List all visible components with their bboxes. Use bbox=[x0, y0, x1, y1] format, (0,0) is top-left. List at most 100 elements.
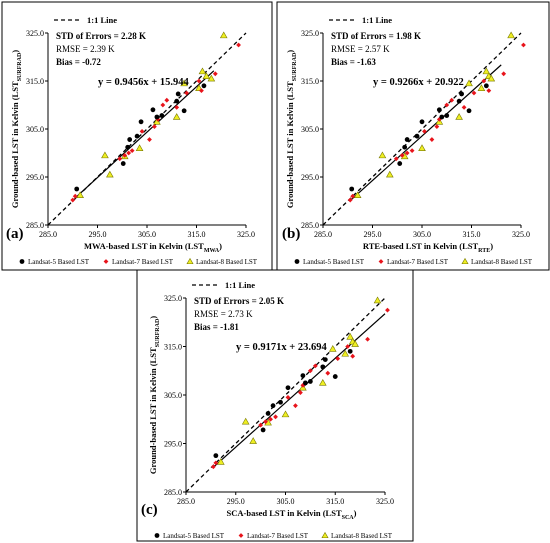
y-axis-label-subscript: SURFRAD bbox=[17, 52, 23, 81]
x-axis-label-close: ) bbox=[490, 241, 493, 251]
landsat5-point bbox=[347, 348, 353, 354]
landsat7-point bbox=[258, 422, 264, 428]
landsat7-point bbox=[212, 71, 218, 77]
y-tick-label: 315.0 bbox=[301, 77, 319, 86]
landsat7-point bbox=[486, 88, 492, 93]
landsat5-point bbox=[483, 83, 489, 89]
landsat5-point bbox=[154, 114, 160, 120]
legend-landsat7-label: Landsat-7 Based LST bbox=[247, 532, 309, 540]
y-tick-label: 315.0 bbox=[164, 343, 182, 352]
landsat5-point bbox=[402, 144, 408, 150]
landsat7-point bbox=[350, 353, 356, 359]
landsat8-point bbox=[207, 74, 216, 82]
rmse-text: RMSE = 2.73 K bbox=[194, 309, 253, 319]
landsat7-point bbox=[521, 42, 526, 48]
y-tick-label: 285.0 bbox=[164, 488, 182, 497]
panel-label: (b) bbox=[282, 226, 300, 242]
y-tick-label: 305.0 bbox=[164, 391, 182, 400]
landsat5-point bbox=[404, 137, 410, 142]
identity-line bbox=[185, 297, 386, 493]
legend-landsat8-marker bbox=[321, 531, 329, 539]
x-axis-label-subscript: MWA bbox=[204, 248, 220, 254]
landsat8-point bbox=[386, 170, 394, 178]
legend-landsat5-marker bbox=[19, 259, 25, 264]
landsat7-point bbox=[429, 137, 435, 142]
legend-landsat7-marker bbox=[238, 533, 244, 538]
landsat5-point bbox=[285, 385, 291, 391]
x-axis-label: RTE-based LST in Kelvin (LSTRTE) bbox=[363, 241, 493, 254]
landsat7-point bbox=[196, 78, 202, 84]
landsat5-point bbox=[349, 186, 355, 192]
y-axis-label: Ground-based LST in Kelvin (LSTSURFRAD) bbox=[10, 50, 23, 208]
bias-text: Bias = -0.72 bbox=[56, 57, 101, 67]
landsat8-point bbox=[378, 151, 387, 159]
landsat5-point bbox=[201, 83, 207, 89]
landsat8-point bbox=[198, 67, 207, 75]
landsat7-point bbox=[213, 460, 219, 466]
landsat8-point bbox=[106, 170, 114, 178]
landsat8-point bbox=[328, 345, 337, 352]
x-axis-label-subscript: RTE bbox=[478, 248, 490, 254]
landsat7-point bbox=[365, 336, 370, 342]
landsat8-point bbox=[172, 113, 181, 120]
landsat7-point bbox=[325, 370, 331, 376]
landsat8-point bbox=[241, 417, 250, 425]
y-axis-label-subscript: SURFRAD bbox=[155, 318, 161, 347]
x-axis-label-close: ) bbox=[354, 508, 357, 518]
landsat8-point bbox=[373, 296, 382, 304]
panel-frame bbox=[136, 269, 414, 542]
landsat8-point bbox=[487, 74, 496, 82]
landsat7-point bbox=[347, 197, 353, 203]
y-tick-label: 285.0 bbox=[26, 221, 44, 230]
landsat7-point bbox=[236, 42, 241, 48]
landsat7-point bbox=[335, 356, 341, 362]
landsat7-point bbox=[501, 71, 507, 77]
landsat5-point bbox=[278, 399, 283, 405]
landsat8-point bbox=[418, 144, 426, 151]
landsat8-point bbox=[507, 31, 515, 39]
landsat5-point bbox=[265, 411, 271, 416]
legend-landsat7-marker bbox=[103, 259, 109, 264]
landsat7-point bbox=[471, 90, 477, 96]
landsat7-point bbox=[307, 368, 313, 374]
landsat5-point bbox=[397, 161, 403, 166]
regression-equation: y = 0.9266x + 20.922 bbox=[373, 77, 464, 88]
std-errors-text: STD of Errors = 1.98 K bbox=[331, 31, 421, 41]
landsat7-point bbox=[72, 193, 78, 199]
legend-landsat5-label: Landsat-5 Based LST bbox=[303, 258, 365, 266]
landsat8-point bbox=[217, 458, 225, 465]
landsat5-point bbox=[175, 91, 181, 97]
y-axis-label: Ground-based LST in Kelvin (LSTSURFRAD) bbox=[285, 50, 298, 208]
landsat7-point bbox=[184, 90, 189, 96]
identity-legend-label: 1:1 Line bbox=[362, 15, 392, 25]
landsat7-point bbox=[126, 150, 132, 156]
regression-equation: y = 0.9456x + 15.944 bbox=[98, 77, 189, 88]
landsat7-point bbox=[481, 78, 487, 84]
regression-line bbox=[74, 70, 215, 199]
x-tick-label: 325.0 bbox=[512, 230, 530, 239]
legend-landsat5-marker bbox=[154, 533, 160, 538]
rmse-text: RMSE = 2.39 K bbox=[56, 44, 115, 54]
x-tick-label: 325.0 bbox=[376, 497, 394, 506]
landsat7-point bbox=[155, 117, 161, 122]
landsat7-point bbox=[399, 153, 405, 158]
landsat7-point bbox=[293, 403, 298, 409]
landsat8-point bbox=[153, 117, 161, 125]
landsat5-point bbox=[138, 119, 144, 125]
landsat5-point bbox=[303, 380, 308, 386]
landsat5-point bbox=[120, 161, 126, 166]
landsat5-point bbox=[307, 379, 313, 384]
y-tick-label: 305.0 bbox=[301, 125, 319, 134]
x-tick-label: 295.0 bbox=[89, 230, 107, 239]
landsat7-point bbox=[210, 464, 216, 470]
landsat7-point bbox=[263, 419, 268, 425]
landsat7-point bbox=[147, 137, 152, 142]
legend-landsat8-marker bbox=[186, 257, 194, 265]
landsat5-point bbox=[74, 186, 80, 192]
std-errors-text: STD of Errors = 2.28 K bbox=[56, 31, 146, 41]
landsat5-point bbox=[459, 91, 464, 97]
landsat7-point bbox=[152, 124, 157, 129]
landsat8-point bbox=[219, 31, 228, 39]
